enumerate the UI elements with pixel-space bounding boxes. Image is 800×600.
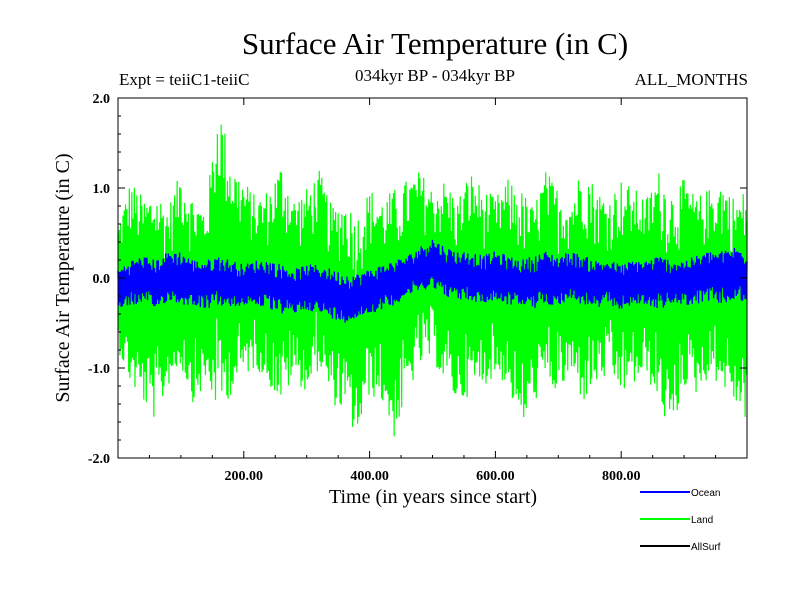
y-tick-label: -2.0 [88, 452, 110, 467]
period-label: 034kyr BP - 034kyr BP [355, 66, 515, 85]
y-tick-label: 1.0 [93, 182, 111, 197]
x-axis-ticks: 200.00 400.00 600.00 800.00 [148, 98, 717, 484]
legend: Ocean Land AllSurf [640, 488, 721, 553]
x-tick-label: 800.00 [602, 469, 641, 484]
y-tick-label: 0.0 [93, 272, 111, 287]
page-title: Surface Air Temperature (in C) [241, 26, 629, 61]
y-tick-label: 2.0 [93, 92, 111, 107]
y-axis-ticks: -2.0 -1.0 0.0 1.0 2.0 [88, 92, 747, 467]
legend-label-allsurf: AllSurf [691, 542, 721, 553]
x-tick-label: 200.00 [225, 469, 264, 484]
y-axis-title: Surface Air Temperature (in C) [52, 153, 74, 402]
experiment-label: Expt = teiiC1-teiiC [119, 70, 250, 89]
legend-label-land: Land [691, 515, 713, 526]
x-tick-label: 400.00 [350, 469, 389, 484]
y-tick-label: -1.0 [88, 362, 110, 377]
x-tick-label: 600.00 [476, 469, 515, 484]
plot-area [117, 124, 748, 437]
months-label: ALL_MONTHS [634, 70, 748, 89]
legend-label-ocean: Ocean [691, 488, 720, 499]
series-line-ocean [117, 239, 748, 323]
x-axis-title: Time (in years since start) [329, 486, 537, 508]
